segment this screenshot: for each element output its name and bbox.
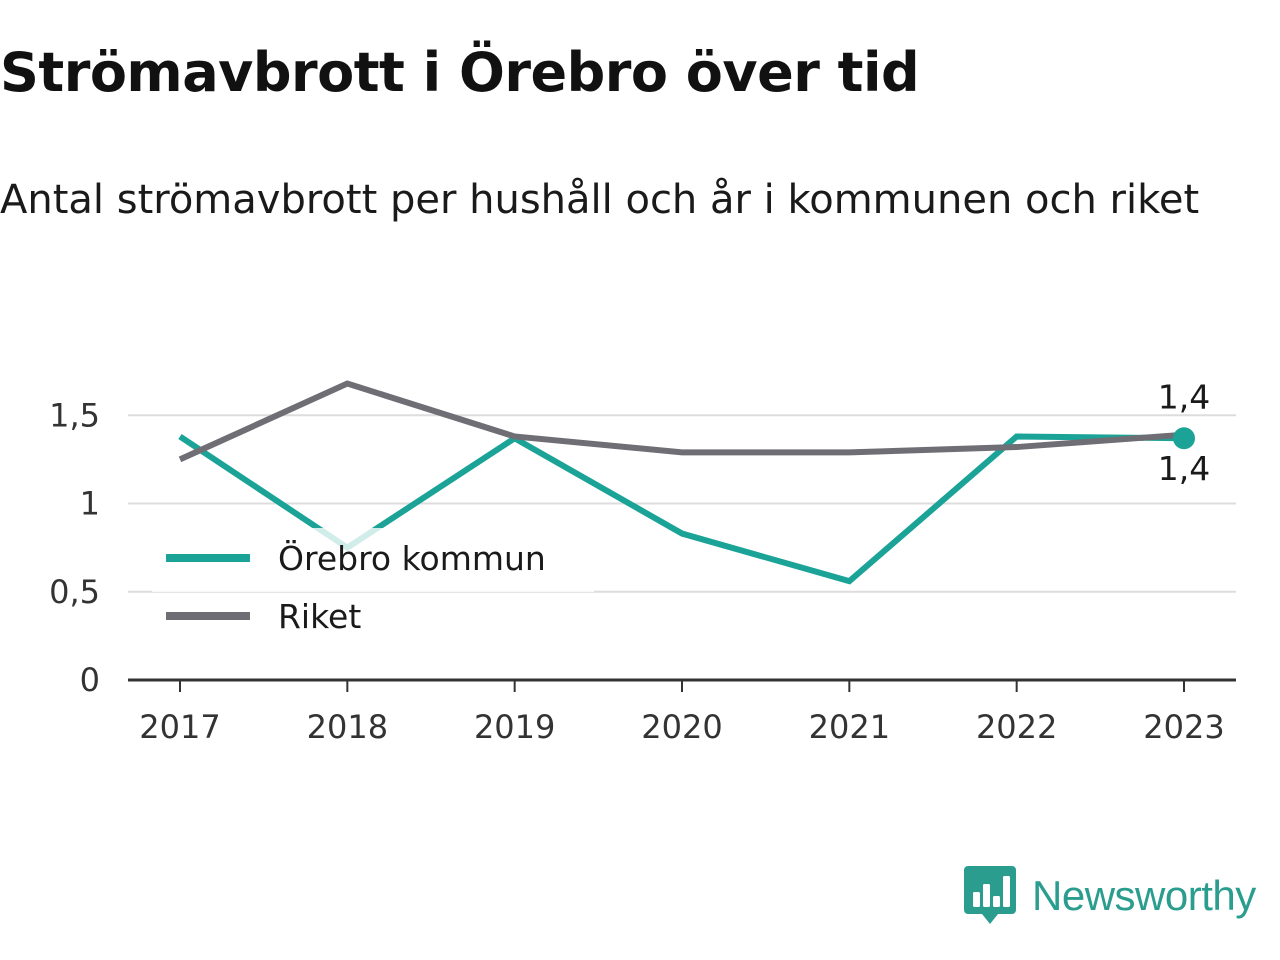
bar-chart-speech-bubble-icon (964, 866, 1016, 924)
x-tick-label: 2022 (976, 708, 1057, 746)
brand-name: Newsworthy (1032, 872, 1256, 919)
end-value-label: 1,4 (1158, 449, 1210, 488)
data-point (1014, 444, 1020, 450)
data-point (679, 531, 685, 537)
y-tick-label: 1 (80, 485, 100, 523)
data-point (512, 433, 518, 439)
legend: Örebro kommun Riket (152, 528, 594, 636)
data-point (344, 381, 350, 387)
brand-logo: Newsworthy (964, 864, 1256, 928)
x-tick-label: 2017 (139, 708, 220, 746)
x-tick-label: 2023 (1143, 708, 1224, 746)
y-tick-label: 1,5 (49, 396, 100, 434)
x-tick-label: 2018 (307, 708, 388, 746)
x-tick-label: 2019 (474, 708, 555, 746)
series-line-riket (178, 380, 1185, 463)
data-point (679, 449, 685, 455)
x-tick-label: 2020 (641, 708, 722, 746)
x-tick-label: 2021 (809, 708, 890, 746)
data-point (177, 433, 183, 439)
data-labels: 1,4 1,4 (1158, 378, 1210, 489)
end-value-label: 1,4 (1158, 378, 1210, 417)
data-point (177, 456, 183, 462)
chart-title: Strömavbrott i Örebro över tid (0, 41, 920, 104)
data-point (846, 578, 852, 584)
y-tick-label: 0 (80, 661, 100, 699)
chart-subtitle: Antal strömavbrott per hushåll och år i … (0, 177, 1200, 223)
data-point (1014, 433, 1020, 439)
data-point (846, 449, 852, 455)
y-tick-label: 0,5 (49, 573, 100, 611)
axes: 0 0,5 1 1,5 2017 2018 2019 2020 2021 2022 2023 (49, 396, 1236, 746)
legend-label: Riket (278, 597, 361, 636)
legend-label: Örebro kommun (278, 538, 546, 578)
end-marker (1173, 427, 1195, 450)
